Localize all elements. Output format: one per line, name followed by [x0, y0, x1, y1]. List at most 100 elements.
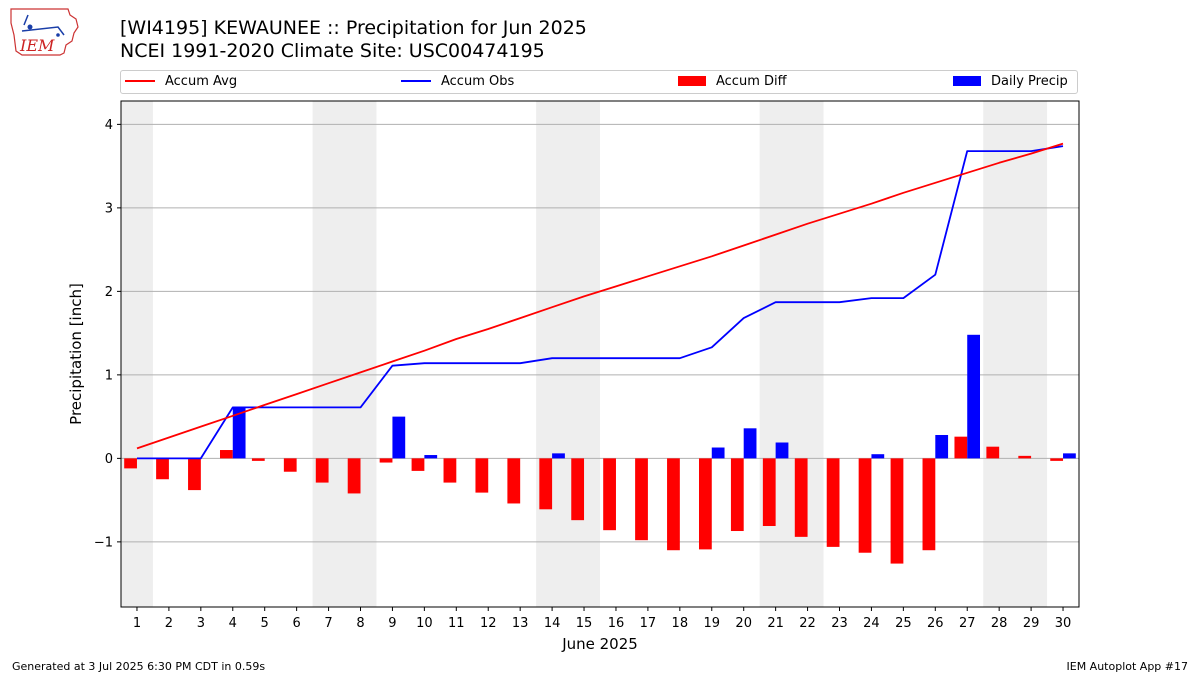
accum-diff-bar [1018, 455, 1032, 459]
legend-label: Accum Avg [165, 74, 238, 89]
x-tick-label: 25 [895, 616, 912, 631]
x-tick-label: 18 [672, 616, 689, 631]
daily-precip-bar [935, 434, 949, 459]
accum-diff-bar [922, 458, 936, 551]
footer-app-text: IEM Autoplot App #17 [1066, 660, 1189, 673]
x-tick-label: 22 [799, 616, 816, 631]
accum-avg-line [136, 142, 1064, 450]
daily-precip-bar [424, 455, 438, 459]
legend-swatch-accum-avg [125, 79, 155, 82]
daily-precip-bar [871, 454, 885, 459]
x-tick-label: 2 [165, 616, 173, 631]
x-tick-label: 27 [959, 616, 976, 631]
iem-logo: IEM [10, 8, 79, 56]
accum-diff-bar [283, 458, 297, 472]
x-tick-label: 16 [608, 616, 625, 631]
accum-diff-bar [667, 458, 680, 551]
x-tick-label: 29 [1023, 616, 1040, 631]
legend-item-accum-obs: Accum Obs [401, 74, 514, 90]
x-tick-label: 30 [1055, 616, 1072, 631]
chart-title: [WI4195] KEWAUNEE :: Precipitation for J… [120, 17, 587, 39]
x-tick-label: 17 [640, 616, 657, 631]
daily-precip-bar [743, 428, 757, 459]
x-tick-label: 11 [448, 616, 465, 631]
y-tick-label: 1 [105, 368, 113, 383]
accum-diff-bar [794, 458, 808, 537]
accum-diff-bar [219, 450, 233, 459]
x-tick-label: 3 [197, 616, 205, 631]
x-tick-label: 28 [991, 616, 1008, 631]
legend-label: Daily Precip [991, 74, 1068, 89]
x-tick-label: 5 [261, 616, 269, 631]
x-tick-label: 7 [324, 616, 332, 631]
x-tick-label: 20 [735, 616, 752, 631]
weekend-shading [983, 101, 1048, 607]
x-tick-label: 9 [388, 616, 396, 631]
y-tick-label: −1 [94, 535, 113, 550]
daily-precip-bar [775, 442, 789, 459]
x-tick-label: 8 [356, 616, 364, 631]
daily-precip-bar [967, 334, 981, 459]
x-tick-label: 12 [480, 616, 497, 631]
accum-diff-bar [762, 458, 776, 527]
legend-item-daily-precip: Daily Precip [953, 74, 1068, 90]
accum-diff-bar [475, 458, 489, 493]
accum-diff-bar [251, 458, 265, 461]
accum-diff-bar [156, 458, 169, 480]
accum-diff-bar [443, 458, 457, 483]
accum-diff-bar [124, 458, 137, 469]
accum-diff-bar [954, 436, 968, 459]
y-tick-label: 4 [105, 118, 113, 133]
x-tick-label: 1 [133, 616, 141, 631]
daily-precip-bar [392, 416, 406, 459]
x-tick-label: 13 [512, 616, 529, 631]
accum-diff-bar [986, 446, 1000, 459]
daily-precip-bar [232, 407, 246, 459]
weekend-shading [759, 101, 824, 607]
logo-text: IEM [19, 36, 55, 55]
accum-diff-bar [698, 458, 712, 550]
y-tick-label: 3 [105, 201, 113, 216]
accum-obs-line [137, 145, 1064, 460]
weekend-shading [536, 101, 600, 607]
accum-diff-bar [826, 458, 840, 547]
x-tick-label: 4 [229, 616, 237, 631]
accum-diff-bar [188, 458, 201, 491]
accum-diff-bar [507, 458, 521, 504]
weekend-shading [121, 101, 153, 607]
x-tick-label: 26 [927, 616, 944, 631]
accum-diff-bar [858, 458, 872, 553]
y-axis-label: Precipitation [inch] [67, 283, 85, 425]
accum-diff-bar [411, 458, 425, 471]
accum-diff-bar [890, 458, 904, 564]
daily-precip-bar [552, 453, 565, 459]
accum-diff-bar [635, 458, 648, 541]
x-tick-label: 23 [831, 616, 848, 631]
legend-item-accum-avg: Accum Avg [125, 74, 237, 90]
x-tick-label: 10 [416, 616, 433, 631]
accum-diff-bar [1050, 458, 1064, 461]
weekend-shading [312, 101, 377, 607]
chart-legend: Accum Avg Accum Obs Accum Diff Daily Pre… [120, 70, 1078, 94]
plot-frame [120, 100, 1080, 608]
chart-subtitle: NCEI 1991-2020 Climate Site: USC00474195 [120, 40, 545, 62]
x-tick-label: 14 [544, 616, 561, 631]
iowa-outline-icon [10, 8, 79, 56]
legend-swatch-accum-diff [678, 75, 706, 86]
accum-diff-bar [315, 458, 329, 483]
accum-diff-bar [603, 458, 616, 531]
x-tick-label: 19 [703, 616, 720, 631]
x-tick-label: 24 [863, 616, 880, 631]
accum-diff-bar [379, 458, 393, 463]
y-tick-label: 0 [105, 452, 113, 467]
legend-label: Accum Diff [716, 74, 787, 89]
accum-diff-bar [539, 458, 553, 510]
legend-swatch-daily-precip [953, 75, 981, 86]
legend-swatch-accum-obs [401, 79, 431, 82]
x-tick-label: 15 [576, 616, 593, 631]
accum-diff-bar [571, 458, 585, 521]
x-tick-label: 6 [292, 616, 300, 631]
x-tick-label: 21 [767, 616, 784, 631]
accum-diff-bar [730, 458, 744, 532]
